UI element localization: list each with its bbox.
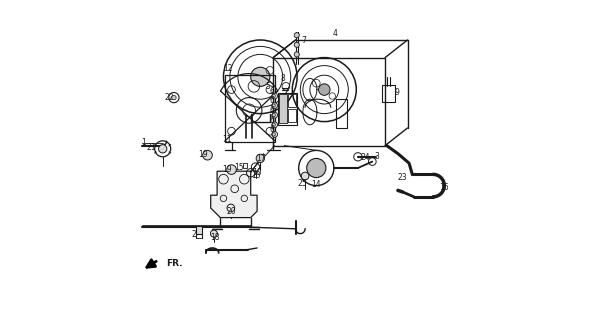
Text: 2: 2 xyxy=(191,230,196,239)
Circle shape xyxy=(272,93,278,99)
Text: 11: 11 xyxy=(222,135,232,144)
Circle shape xyxy=(227,165,236,174)
Bar xyxy=(225,75,275,142)
Bar xyxy=(288,94,296,107)
Text: 9: 9 xyxy=(395,88,400,97)
Bar xyxy=(279,94,287,123)
Bar xyxy=(336,99,347,128)
Circle shape xyxy=(319,84,330,95)
Text: 4: 4 xyxy=(333,29,338,38)
Text: 20: 20 xyxy=(227,207,236,216)
Text: 7: 7 xyxy=(301,36,307,44)
Text: 17: 17 xyxy=(256,154,266,163)
Text: 18: 18 xyxy=(210,233,220,242)
Text: 23: 23 xyxy=(398,173,408,182)
Circle shape xyxy=(158,145,167,153)
Text: 8: 8 xyxy=(281,74,285,83)
Circle shape xyxy=(256,154,264,163)
Circle shape xyxy=(272,122,278,128)
Circle shape xyxy=(272,132,278,137)
Text: 6: 6 xyxy=(269,106,274,115)
Text: 15: 15 xyxy=(233,163,243,172)
Text: FR.: FR. xyxy=(166,260,183,268)
Circle shape xyxy=(210,230,217,237)
Bar xyxy=(288,109,296,122)
Circle shape xyxy=(294,42,299,47)
Circle shape xyxy=(171,95,176,100)
Text: 6: 6 xyxy=(269,125,274,134)
Text: 19: 19 xyxy=(222,165,232,174)
Text: 14: 14 xyxy=(311,180,321,188)
Text: 24: 24 xyxy=(361,153,370,162)
Circle shape xyxy=(272,103,278,108)
Circle shape xyxy=(251,67,270,86)
Bar xyxy=(243,163,246,168)
Text: 12: 12 xyxy=(223,64,233,73)
Bar xyxy=(278,93,297,125)
Text: 25: 25 xyxy=(298,179,307,188)
Text: 19: 19 xyxy=(198,150,207,159)
Text: 6: 6 xyxy=(269,116,274,124)
Circle shape xyxy=(203,150,212,160)
Circle shape xyxy=(272,112,278,118)
Text: 5: 5 xyxy=(265,82,270,91)
Text: 22: 22 xyxy=(164,93,174,102)
Text: 6: 6 xyxy=(269,96,274,105)
Circle shape xyxy=(307,158,326,178)
Circle shape xyxy=(294,52,299,57)
Bar xyxy=(196,226,202,234)
Circle shape xyxy=(301,172,309,180)
Text: 3: 3 xyxy=(375,152,379,161)
Bar xyxy=(382,85,395,102)
Text: 16: 16 xyxy=(440,183,449,192)
Text: 10: 10 xyxy=(252,168,262,177)
Polygon shape xyxy=(211,171,257,218)
Circle shape xyxy=(294,33,299,38)
Text: 6: 6 xyxy=(269,87,274,96)
Text: 21: 21 xyxy=(146,143,155,152)
Text: 1: 1 xyxy=(141,138,146,147)
Text: 13: 13 xyxy=(252,171,261,180)
